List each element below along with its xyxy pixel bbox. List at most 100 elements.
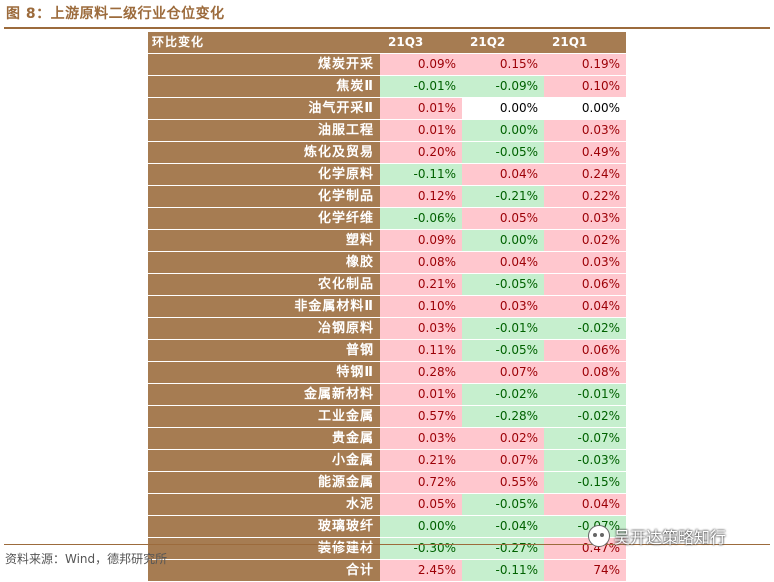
row-label: 特钢Ⅱ bbox=[148, 362, 380, 383]
row-label: 农化制品 bbox=[148, 274, 380, 295]
value-cell: 0.15% bbox=[462, 54, 544, 75]
value-cell: -0.07% bbox=[544, 428, 626, 449]
title-divider bbox=[4, 27, 770, 29]
table-row: 金属新材料 0.01% -0.02% -0.01% bbox=[148, 384, 626, 405]
value-cell: 0.04% bbox=[544, 296, 626, 317]
table-row: 水泥 0.05% -0.05% 0.04% bbox=[148, 494, 626, 515]
value-cell: -0.30% bbox=[380, 538, 462, 559]
value-cell: -0.03% bbox=[544, 450, 626, 471]
row-label: 合计 bbox=[148, 560, 380, 581]
value-cell: 0.22% bbox=[544, 186, 626, 207]
value-cell: -0.11% bbox=[462, 560, 544, 581]
value-cell: -0.05% bbox=[462, 274, 544, 295]
row-label: 焦炭Ⅱ bbox=[148, 76, 380, 97]
value-cell: 0.06% bbox=[544, 340, 626, 361]
table-row: 冶钢原料 0.03% -0.01% -0.02% bbox=[148, 318, 626, 339]
table-row: 工业金属 0.57% -0.28% -0.02% bbox=[148, 406, 626, 427]
value-cell: 0.04% bbox=[544, 494, 626, 515]
table-row: 能源金属 0.72% 0.55% -0.15% bbox=[148, 472, 626, 493]
value-cell: 0.08% bbox=[380, 252, 462, 273]
value-cell: -0.02% bbox=[544, 406, 626, 427]
value-cell: 0.07% bbox=[462, 362, 544, 383]
row-label: 玻璃玻纤 bbox=[148, 516, 380, 537]
value-cell: 0.01% bbox=[380, 98, 462, 119]
value-cell: -0.02% bbox=[544, 318, 626, 339]
row-label: 塑料 bbox=[148, 230, 380, 251]
source-note: 资料来源：Wind，德邦研究所 bbox=[5, 552, 168, 566]
table-row: 小金属 0.21% 0.07% -0.03% bbox=[148, 450, 626, 471]
table-row: 装修建材 -0.30% -0.27% 0.47% bbox=[148, 538, 626, 559]
value-cell: 0.28% bbox=[380, 362, 462, 383]
watermark-text: 吴开达策略知行 bbox=[614, 528, 727, 547]
table-row: 农化制品 0.21% -0.05% 0.06% bbox=[148, 274, 626, 295]
table-row: 焦炭Ⅱ -0.01% -0.09% 0.10% bbox=[148, 76, 626, 97]
value-cell: -0.28% bbox=[462, 406, 544, 427]
value-cell: 0.00% bbox=[544, 98, 626, 119]
value-cell: 0.02% bbox=[462, 428, 544, 449]
value-cell: -0.01% bbox=[380, 76, 462, 97]
row-label: 装修建材 bbox=[148, 538, 380, 559]
row-label: 化学制品 bbox=[148, 186, 380, 207]
value-cell: 0.57% bbox=[380, 406, 462, 427]
row-label: 非金属材料Ⅱ bbox=[148, 296, 380, 317]
header-col-21q3: 21Q3 bbox=[380, 32, 462, 53]
value-cell: 0.03% bbox=[544, 120, 626, 141]
value-cell: 0.00% bbox=[462, 98, 544, 119]
value-cell: 0.06% bbox=[544, 274, 626, 295]
value-cell: 0.72% bbox=[380, 472, 462, 493]
row-label: 化学纤维 bbox=[148, 208, 380, 229]
value-cell: 0.01% bbox=[380, 120, 462, 141]
table-row: 非金属材料Ⅱ 0.10% 0.03% 0.04% bbox=[148, 296, 626, 317]
table-row: 化学原料 -0.11% 0.04% 0.24% bbox=[148, 164, 626, 185]
value-cell: -0.05% bbox=[462, 494, 544, 515]
value-cell: 0.04% bbox=[462, 252, 544, 273]
value-cell: 0.20% bbox=[380, 142, 462, 163]
value-cell: -0.09% bbox=[462, 76, 544, 97]
row-label: 普钢 bbox=[148, 340, 380, 361]
value-cell: 0.07% bbox=[462, 450, 544, 471]
table-row: 油服工程 0.01% 0.00% 0.03% bbox=[148, 120, 626, 141]
value-cell: 0.19% bbox=[544, 54, 626, 75]
value-cell: 0.04% bbox=[462, 164, 544, 185]
value-cell: 0.00% bbox=[462, 230, 544, 251]
value-cell: 0.24% bbox=[544, 164, 626, 185]
bottom-divider bbox=[4, 544, 770, 545]
value-cell: -0.15% bbox=[544, 472, 626, 493]
value-cell: 0.10% bbox=[544, 76, 626, 97]
watermark: 吴开达策略知行 bbox=[588, 524, 726, 548]
value-cell: -0.11% bbox=[380, 164, 462, 185]
value-cell: -0.05% bbox=[462, 142, 544, 163]
header-col-21q2: 21Q2 bbox=[462, 32, 544, 53]
value-cell: 0.08% bbox=[544, 362, 626, 383]
row-label: 煤炭开采 bbox=[148, 54, 380, 75]
value-cell: 0.21% bbox=[380, 450, 462, 471]
header-col-21q1: 21Q1 bbox=[544, 32, 626, 53]
value-cell: 0.05% bbox=[462, 208, 544, 229]
table-row: 油气开采Ⅱ 0.01% 0.00% 0.00% bbox=[148, 98, 626, 119]
value-cell: 0.03% bbox=[544, 252, 626, 273]
value-cell: 0.00% bbox=[380, 516, 462, 537]
figure-title: 图 8：上游原料二级行业仓位变化 bbox=[6, 6, 225, 22]
value-cell: 0.00% bbox=[462, 120, 544, 141]
table-row: 贵金属 0.03% 0.02% -0.07% bbox=[148, 428, 626, 449]
value-cell: 0.12% bbox=[380, 186, 462, 207]
row-label: 油服工程 bbox=[148, 120, 380, 141]
value-cell: 0.21% bbox=[380, 274, 462, 295]
table-header-row: 环比变化 21Q3 21Q2 21Q1 bbox=[148, 32, 626, 53]
value-cell: -0.01% bbox=[544, 384, 626, 405]
value-cell: 0.02% bbox=[544, 230, 626, 251]
value-cell: 2.45% bbox=[380, 560, 462, 581]
value-cell: 0.03% bbox=[380, 318, 462, 339]
table-row: 炼化及贸易 0.20% -0.05% 0.49% bbox=[148, 142, 626, 163]
value-cell: -0.04% bbox=[462, 516, 544, 537]
row-label: 油气开采Ⅱ bbox=[148, 98, 380, 119]
row-label: 冶钢原料 bbox=[148, 318, 380, 339]
value-cell: -0.02% bbox=[462, 384, 544, 405]
value-cell: -0.05% bbox=[462, 340, 544, 361]
table-row: 化学制品 0.12% -0.21% 0.22% bbox=[148, 186, 626, 207]
value-cell: -0.01% bbox=[462, 318, 544, 339]
value-cell: 74% bbox=[544, 560, 626, 581]
value-cell: 0.10% bbox=[380, 296, 462, 317]
row-label: 能源金属 bbox=[148, 472, 380, 493]
